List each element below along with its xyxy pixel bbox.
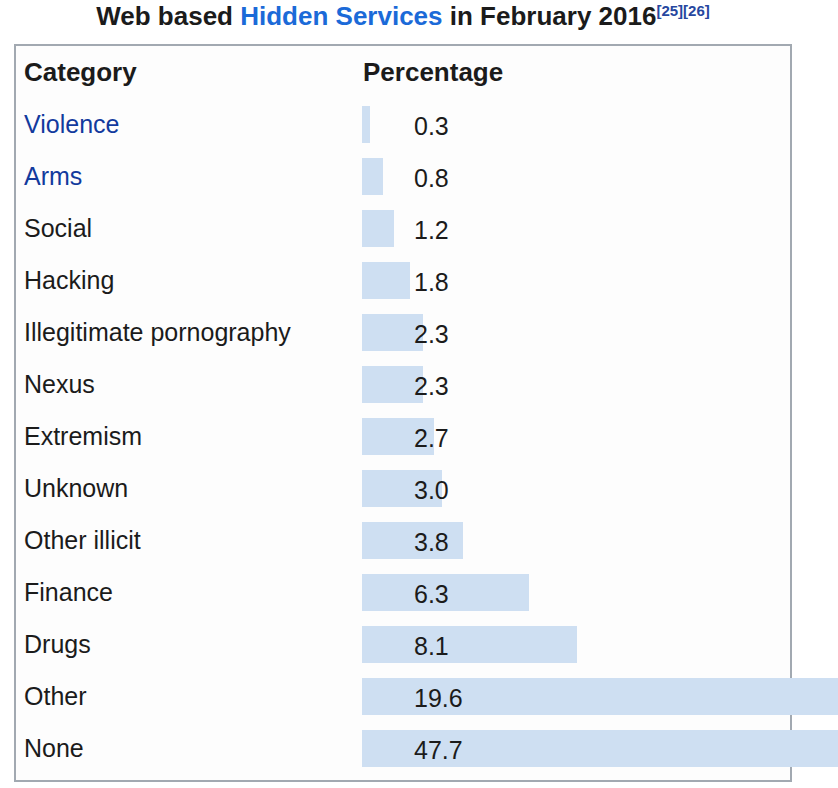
percentage-value: 2.7: [414, 417, 449, 457]
hidden-services-table: Category Percentage Violence 0.3 Arms 0.…: [14, 44, 792, 782]
percentage-bar: [362, 262, 410, 299]
table-row: Illegitimate pornography 2.3: [16, 306, 790, 358]
category-link[interactable]: Arms: [24, 150, 82, 202]
table-row: Nexus 2.3: [16, 358, 790, 410]
reference-link-25[interactable]: [25]: [656, 2, 683, 19]
table-row: Hacking 1.8: [16, 254, 790, 306]
table-row: None 47.7: [16, 722, 790, 774]
percentage-value: 6.3: [414, 573, 449, 613]
percentage-value: 0.8: [414, 157, 449, 197]
category-label: Social: [24, 202, 92, 254]
percentage-bar: [362, 210, 394, 247]
title-suffix: in February 2016: [443, 1, 657, 31]
percentage-column-header: Percentage: [363, 46, 503, 98]
category-label: Drugs: [24, 618, 91, 670]
table-body: Violence 0.3 Arms 0.8 Social 1.2 Hacking…: [16, 98, 790, 774]
table-header-row: Category Percentage: [16, 46, 790, 98]
percentage-value: 1.8: [414, 261, 449, 301]
percentage-value: 3.8: [414, 521, 449, 561]
percentage-bar: [362, 158, 383, 195]
title-prefix: Web based: [96, 1, 240, 31]
category-label: Nexus: [24, 358, 95, 410]
percentage-value: 0.3: [414, 105, 449, 145]
category-label: Hacking: [24, 254, 114, 306]
percentage-bar: [362, 626, 577, 663]
percentage-value: 3.0: [414, 469, 449, 509]
percentage-value: 2.3: [414, 313, 449, 353]
table-row: Violence 0.3: [16, 98, 790, 150]
category-label: Finance: [24, 566, 113, 618]
category-label: Other illicit: [24, 514, 141, 566]
category-label: Other: [24, 670, 87, 722]
percentage-value: 19.6: [414, 677, 463, 717]
category-label: Extremism: [24, 410, 142, 462]
reference-link-26[interactable]: [26]: [683, 2, 710, 19]
percentage-bar: [362, 106, 370, 143]
percentage-value: 2.3: [414, 365, 449, 405]
category-link[interactable]: Violence: [24, 98, 119, 150]
table-row: Extremism 2.7: [16, 410, 790, 462]
table-row: Other 19.6: [16, 670, 790, 722]
table-row: Drugs 8.1: [16, 618, 790, 670]
table-row: Arms 0.8: [16, 150, 790, 202]
percentage-value: 8.1: [414, 625, 449, 665]
table-row: Unknown 3.0: [16, 462, 790, 514]
table-row: Social 1.2: [16, 202, 790, 254]
hidden-services-link[interactable]: Hidden Services: [240, 1, 442, 31]
table-row: Other illicit 3.8: [16, 514, 790, 566]
page-title: Web based Hidden Services in February 20…: [14, 1, 792, 32]
percentage-value: 1.2: [414, 209, 449, 249]
category-label: Illegitimate pornography: [24, 306, 291, 358]
category-column-header: Category: [24, 46, 137, 98]
percentage-value: 47.7: [414, 729, 463, 769]
category-label: None: [24, 722, 84, 774]
table-row: Finance 6.3: [16, 566, 790, 618]
page: Web based Hidden Services in February 20…: [0, 0, 838, 788]
category-label: Unknown: [24, 462, 128, 514]
